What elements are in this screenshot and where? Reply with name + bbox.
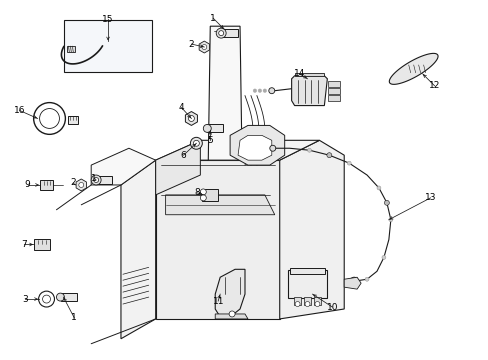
Circle shape — [269, 145, 275, 151]
Circle shape — [346, 161, 350, 165]
Text: 13: 13 — [424, 193, 435, 202]
Circle shape — [384, 201, 388, 205]
Text: 4: 4 — [178, 103, 184, 112]
Polygon shape — [279, 140, 344, 319]
Bar — [207, 125, 223, 132]
Polygon shape — [215, 269, 244, 317]
Bar — [289, 268, 325, 274]
Circle shape — [270, 146, 274, 150]
Circle shape — [388, 218, 392, 222]
Text: 11: 11 — [212, 297, 224, 306]
Text: 16: 16 — [14, 106, 25, 115]
Polygon shape — [294, 73, 324, 76]
Circle shape — [216, 28, 225, 38]
Circle shape — [203, 125, 211, 132]
Circle shape — [326, 153, 331, 158]
Circle shape — [188, 116, 194, 121]
Text: 1: 1 — [71, 314, 77, 323]
Text: 3: 3 — [22, 294, 27, 303]
Circle shape — [381, 255, 385, 260]
Polygon shape — [155, 140, 200, 195]
Bar — [293, 297, 301, 305]
Circle shape — [314, 302, 319, 306]
Text: 14: 14 — [293, 69, 305, 78]
Circle shape — [258, 89, 261, 93]
Bar — [61, 293, 77, 301]
Polygon shape — [165, 195, 274, 215]
Text: 1: 1 — [210, 14, 216, 23]
Polygon shape — [185, 112, 197, 125]
Circle shape — [376, 186, 380, 190]
Text: 6: 6 — [180, 151, 186, 160]
Bar — [327, 95, 340, 100]
Circle shape — [42, 295, 50, 303]
Circle shape — [294, 302, 300, 306]
Bar — [67, 46, 75, 52]
Text: 12: 12 — [428, 81, 439, 90]
Circle shape — [202, 45, 206, 50]
Circle shape — [94, 177, 99, 183]
Bar — [202, 189, 218, 201]
Circle shape — [268, 88, 274, 94]
Polygon shape — [208, 26, 242, 160]
Circle shape — [190, 137, 202, 149]
Text: 8: 8 — [194, 188, 200, 197]
Circle shape — [263, 89, 266, 93]
Polygon shape — [230, 125, 284, 165]
Bar — [304, 297, 310, 305]
Polygon shape — [76, 179, 86, 191]
Text: 15: 15 — [102, 15, 114, 24]
Bar — [68, 117, 78, 125]
Circle shape — [305, 302, 309, 306]
Polygon shape — [199, 41, 209, 53]
Circle shape — [229, 311, 235, 317]
Polygon shape — [121, 160, 155, 339]
Polygon shape — [238, 135, 271, 160]
Bar — [222, 29, 238, 37]
Text: 7: 7 — [21, 240, 26, 249]
Circle shape — [193, 140, 199, 146]
Polygon shape — [291, 76, 326, 105]
Bar — [96, 176, 112, 184]
Circle shape — [56, 293, 64, 301]
Circle shape — [200, 189, 206, 195]
Circle shape — [307, 148, 311, 152]
Circle shape — [34, 103, 65, 134]
Circle shape — [365, 277, 368, 281]
Bar — [313, 297, 320, 305]
Text: 2: 2 — [70, 179, 76, 188]
Bar — [327, 88, 340, 94]
Circle shape — [349, 277, 357, 285]
Bar — [40, 180, 53, 190]
Polygon shape — [215, 314, 247, 319]
Polygon shape — [155, 140, 319, 160]
Circle shape — [218, 31, 223, 36]
Polygon shape — [344, 277, 360, 289]
Text: 10: 10 — [326, 302, 337, 311]
Bar — [34, 239, 49, 251]
Text: 9: 9 — [25, 180, 30, 189]
Circle shape — [200, 195, 206, 201]
Bar — [287, 270, 326, 298]
Bar — [64, 20, 151, 72]
Circle shape — [79, 183, 83, 188]
Text: 1: 1 — [91, 174, 97, 183]
Circle shape — [39, 291, 54, 307]
Text: 2: 2 — [188, 40, 194, 49]
Bar — [327, 81, 340, 87]
Circle shape — [91, 175, 101, 185]
Circle shape — [253, 89, 256, 93]
Circle shape — [40, 109, 60, 129]
Polygon shape — [91, 148, 155, 185]
Text: 5: 5 — [207, 136, 213, 145]
Polygon shape — [155, 160, 279, 319]
Polygon shape — [388, 53, 437, 84]
